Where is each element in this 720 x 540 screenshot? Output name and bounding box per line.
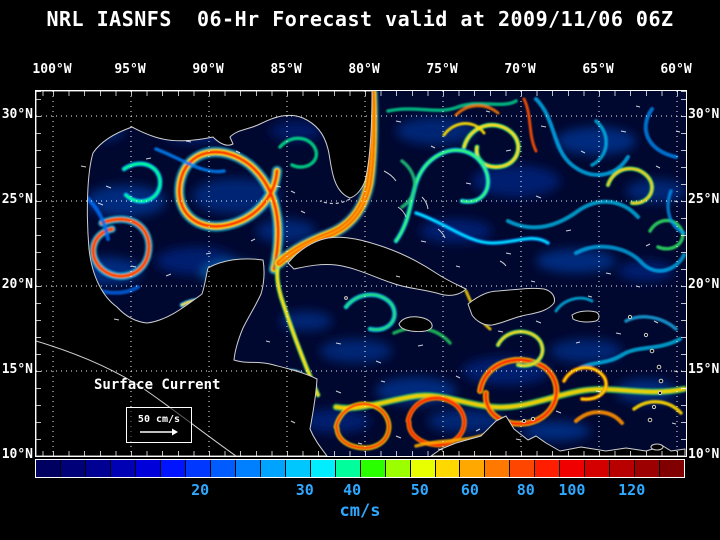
colorbar bbox=[35, 459, 685, 478]
colorbar-segment bbox=[85, 460, 110, 477]
colorbar-tick: 100 bbox=[558, 481, 586, 499]
graticule bbox=[36, 91, 686, 456]
colorbar-segment bbox=[160, 460, 185, 477]
land-north-central-america bbox=[36, 91, 373, 456]
colorbar-tick: 80 bbox=[516, 481, 535, 499]
colorbar-tick: 40 bbox=[343, 481, 362, 499]
colorbar-segment bbox=[260, 460, 285, 477]
lon-label: 80°W bbox=[348, 62, 380, 77]
colorbar-segment bbox=[410, 460, 435, 477]
colorbar-segment bbox=[610, 460, 635, 477]
florida-keys bbox=[319, 198, 351, 205]
lat-label: 20°N bbox=[688, 277, 720, 292]
vector-speckles bbox=[80, 105, 681, 451]
island-puerto-rico bbox=[571, 310, 600, 323]
lon-label: 100°W bbox=[32, 62, 72, 77]
colorbar-unit: cm/s bbox=[339, 501, 381, 521]
lon-label: 90°W bbox=[192, 62, 224, 77]
lat-label: 30°N bbox=[1, 107, 33, 122]
colorbar-segment bbox=[36, 460, 60, 477]
lat-label: 10°N bbox=[1, 447, 33, 462]
lon-label: 65°W bbox=[582, 62, 614, 77]
land bbox=[36, 91, 686, 456]
lat-label: 25°N bbox=[1, 192, 33, 207]
colorbar-ticks: 20 30 40 50 60 80 100 120 bbox=[35, 481, 685, 499]
lat-label: 30°N bbox=[688, 107, 720, 122]
island-hispaniola bbox=[467, 287, 555, 326]
scale-arrow-icon bbox=[140, 428, 178, 436]
island-cuba bbox=[287, 236, 467, 296]
colorbar-segment bbox=[285, 460, 310, 477]
colorbar-segment bbox=[485, 460, 510, 477]
colorbar-segment bbox=[660, 460, 685, 477]
lat-label: 15°N bbox=[688, 362, 720, 377]
colorbar-segment bbox=[185, 460, 210, 477]
south-america bbox=[430, 415, 686, 456]
colorbar-segment bbox=[235, 460, 260, 477]
lat-label: 10°N bbox=[688, 447, 720, 462]
lon-label: 75°W bbox=[426, 62, 458, 77]
colorbar-segment bbox=[335, 460, 360, 477]
island-jamaica bbox=[398, 316, 433, 332]
map: Surface Current 50 cm/s bbox=[35, 90, 687, 457]
lat-label: 15°N bbox=[1, 362, 33, 377]
colorbar-segment bbox=[560, 460, 585, 477]
colorbar-tick: 50 bbox=[410, 481, 429, 499]
colorbar-tick: 20 bbox=[191, 481, 210, 499]
lon-label: 60°W bbox=[660, 62, 692, 77]
colorbar-segment bbox=[460, 460, 485, 477]
lat-label: 25°N bbox=[688, 192, 720, 207]
scale-label: 50 cm/s bbox=[137, 414, 181, 425]
colorbar-segment bbox=[110, 460, 135, 477]
colorbar-segment bbox=[310, 460, 335, 477]
colorbar-segment bbox=[635, 460, 660, 477]
lon-label: 85°W bbox=[270, 62, 302, 77]
map-graphic bbox=[36, 91, 686, 456]
colorbar-segment bbox=[60, 460, 85, 477]
lon-label: 70°W bbox=[504, 62, 536, 77]
colorbar-tick: 120 bbox=[618, 481, 646, 499]
colorbar-tick: 30 bbox=[295, 481, 314, 499]
colorbar-segment bbox=[435, 460, 460, 477]
colorbar-segment bbox=[585, 460, 610, 477]
colorbar-segment bbox=[385, 460, 410, 477]
bahamas bbox=[383, 170, 507, 267]
current-field bbox=[62, 93, 686, 448]
lesser-antilles bbox=[344, 296, 664, 451]
colorbar-segment bbox=[135, 460, 160, 477]
colorbar-tick: 60 bbox=[460, 481, 479, 499]
lat-label: 20°N bbox=[1, 277, 33, 292]
colorbar-segment bbox=[360, 460, 385, 477]
scale-box: 50 cm/s bbox=[126, 407, 192, 443]
colorbar-segment bbox=[510, 460, 535, 477]
lon-label: 95°W bbox=[114, 62, 146, 77]
colorbar-segment bbox=[535, 460, 560, 477]
map-annotation: Surface Current bbox=[94, 377, 221, 393]
page-title: NRL IASNFS 06-Hr Forecast valid at 2009/… bbox=[46, 7, 674, 31]
colorbar-segment bbox=[210, 460, 235, 477]
